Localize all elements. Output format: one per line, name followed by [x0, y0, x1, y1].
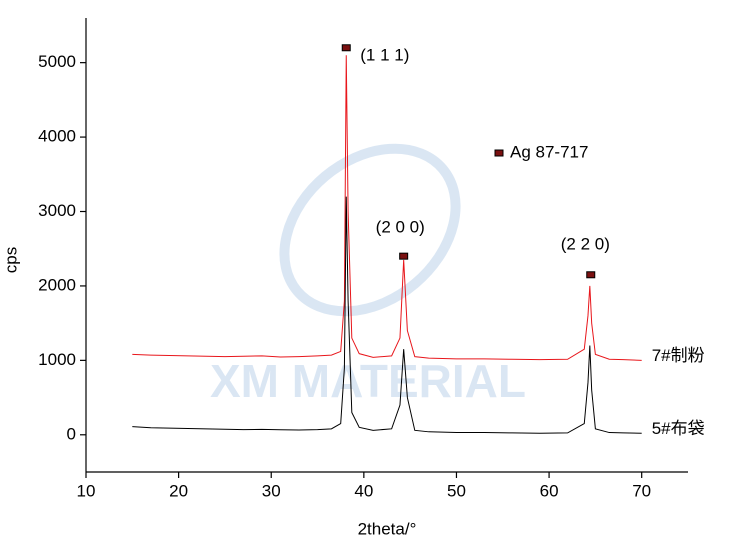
watermark-logo — [279, 143, 461, 317]
legend-marker — [494, 149, 504, 157]
series-label: 7#制粉 — [652, 346, 705, 365]
peak-label: (1 1 1) — [360, 45, 409, 64]
y-tick-label: 4000 — [38, 127, 76, 146]
legend-label: Ag 87-717 — [510, 142, 588, 161]
x-tick-label: 30 — [262, 481, 281, 500]
x-tick-label: 70 — [632, 481, 651, 500]
series-label: 5#布袋 — [652, 419, 705, 438]
y-tick-label: 5000 — [38, 52, 76, 71]
watermark: XM MATERIAL — [210, 143, 526, 407]
y-tick-label: 1000 — [38, 350, 76, 369]
y-tick-label: 3000 — [38, 201, 76, 220]
y-tick-label: 2000 — [38, 275, 76, 294]
series-line — [132, 55, 642, 361]
watermark-text: XM MATERIAL — [210, 355, 526, 407]
series-line — [132, 196, 642, 434]
x-tick-label: 50 — [447, 481, 466, 500]
y-axis-label: cps — [1, 247, 20, 273]
peak-label: (2 2 0) — [561, 234, 610, 253]
x-tick-label: 10 — [77, 481, 96, 500]
x-tick-label: 40 — [354, 481, 373, 500]
x-tick-label: 20 — [169, 481, 188, 500]
reference-marker — [586, 271, 596, 279]
reference-marker — [341, 44, 351, 52]
x-tick-label: 60 — [540, 481, 559, 500]
peak-label: (2 0 0) — [376, 218, 425, 237]
y-tick-label: 0 — [67, 424, 76, 443]
x-axis-label: 2theta/° — [358, 519, 417, 538]
reference-marker — [399, 252, 409, 260]
